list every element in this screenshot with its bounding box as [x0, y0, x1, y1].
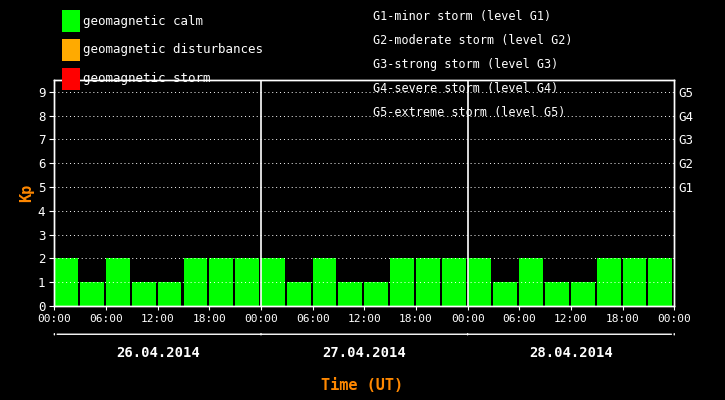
Text: G5-extreme storm (level G5): G5-extreme storm (level G5): [373, 106, 566, 119]
Y-axis label: Kp: Kp: [19, 184, 33, 202]
Bar: [132, 282, 156, 306]
Bar: [261, 258, 285, 306]
Text: 27.04.2014: 27.04.2014: [323, 346, 406, 360]
Bar: [54, 258, 78, 306]
Text: G4-severe storm (level G4): G4-severe storm (level G4): [373, 82, 559, 95]
Bar: [468, 258, 492, 306]
Text: G1-minor storm (level G1): G1-minor storm (level G1): [373, 10, 552, 23]
Text: geomagnetic disturbances: geomagnetic disturbances: [83, 43, 263, 56]
Text: G2-moderate storm (level G2): G2-moderate storm (level G2): [373, 34, 573, 47]
Bar: [597, 258, 621, 306]
Text: geomagnetic storm: geomagnetic storm: [83, 72, 211, 85]
Bar: [571, 282, 594, 306]
Bar: [494, 282, 517, 306]
Bar: [210, 258, 233, 306]
Bar: [364, 282, 388, 306]
Bar: [183, 258, 207, 306]
Text: G3-strong storm (level G3): G3-strong storm (level G3): [373, 58, 559, 71]
Bar: [519, 258, 543, 306]
Bar: [157, 282, 181, 306]
Bar: [442, 258, 465, 306]
Text: 26.04.2014: 26.04.2014: [116, 346, 199, 360]
Bar: [390, 258, 414, 306]
Text: Time (UT): Time (UT): [321, 378, 404, 393]
Bar: [339, 282, 362, 306]
Bar: [416, 258, 440, 306]
Bar: [235, 258, 259, 306]
Bar: [648, 258, 672, 306]
Bar: [545, 282, 569, 306]
Bar: [623, 258, 647, 306]
Bar: [287, 282, 310, 306]
Bar: [106, 258, 130, 306]
Bar: [312, 258, 336, 306]
Text: 28.04.2014: 28.04.2014: [529, 346, 613, 360]
Bar: [80, 282, 104, 306]
Text: geomagnetic calm: geomagnetic calm: [83, 14, 204, 28]
